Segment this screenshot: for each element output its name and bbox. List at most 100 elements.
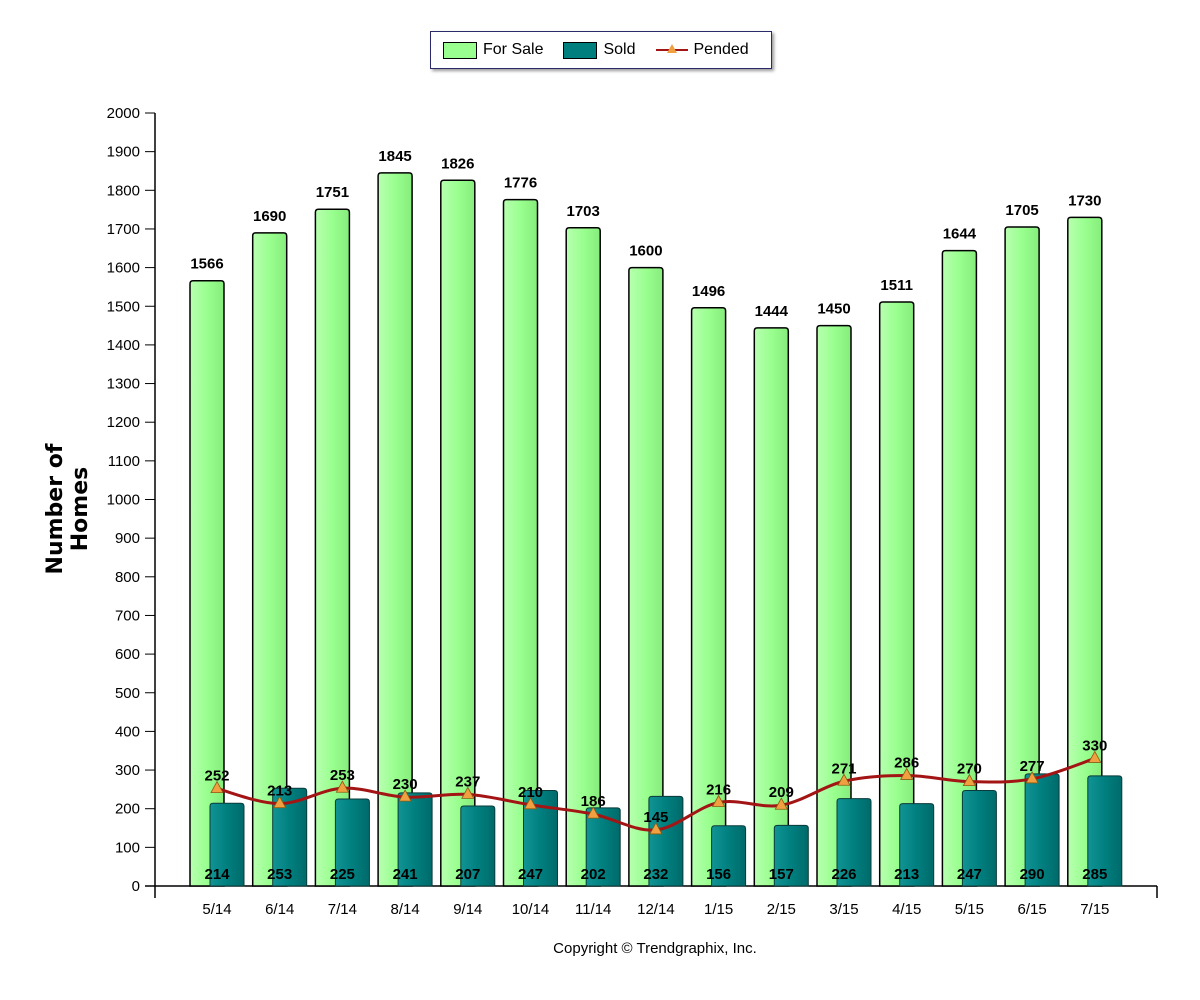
for-sale-labels: 1566 1690 1751 1845 1826 1776 1703 1600 1496 1444… (190, 148, 1101, 320)
for-sale-value-label: 1450 (817, 301, 850, 318)
sold-bar (1024, 773, 1060, 887)
for-sale-value-label: 1566 (190, 256, 223, 273)
sold-value-label: 225 (330, 866, 355, 883)
y-tick-label: 1800 (107, 182, 140, 199)
legend-item-sold: Sold (563, 41, 636, 59)
legend-label-sold: Sold (603, 41, 636, 58)
pended-value-label: 271 (831, 760, 856, 777)
pended-value-label: 186 (581, 793, 606, 810)
y-tick-label: 1400 (107, 337, 140, 354)
sold-value-label: 290 (1020, 866, 1045, 883)
x-tick-label: 8/14 (390, 901, 419, 918)
sold-value-label: 285 (1082, 866, 1107, 883)
legend-label-for-sale: For Sale (483, 41, 544, 58)
pended-marker (774, 797, 788, 810)
pended-marker (210, 780, 224, 794)
pended-value-label: 253 (330, 767, 355, 784)
y-tick-label: 900 (115, 530, 140, 547)
pended-marker (586, 806, 600, 819)
for-sale-value-label: 1644 (943, 226, 977, 243)
pended-labels: 252 213 253 230 237 210 186 145 216 209 271 286 270 2… (204, 737, 1107, 826)
axes: 0 100 200 300 400 500 600 700 800 900 1000 1100 1200… (107, 105, 1158, 898)
sold-value-label: 241 (393, 866, 418, 883)
sold-swatch (563, 41, 598, 59)
pended-value-label: 330 (1082, 737, 1107, 754)
for-sale-bar (565, 227, 601, 887)
pended-value-label: 213 (267, 783, 292, 800)
y-tick-label: 2000 (107, 105, 140, 122)
pended-marker (837, 773, 851, 786)
sold-bar (836, 798, 872, 887)
x-tick-label: 10/14 (512, 901, 550, 918)
for-sale-value-label: 1826 (441, 155, 474, 172)
for-sale-value-label: 1703 (567, 203, 600, 220)
y-tick-label: 1300 (107, 376, 140, 393)
sold-value-label: 232 (643, 866, 668, 883)
pended-marker (1025, 771, 1039, 784)
for-sale-bar (189, 279, 225, 887)
for-sale-bar (628, 266, 664, 887)
for-sale-bar (502, 198, 539, 887)
sold-value-label: 253 (267, 866, 292, 883)
pended-marker (649, 822, 663, 835)
x-tick-labels: 5/14 6/14 7/14 8/14 9/14 10/14 11/14 12/14 1/15 2… (202, 901, 1109, 918)
sold-bar (648, 795, 684, 887)
sold-bar (961, 790, 997, 887)
pended-value-label: 277 (1020, 758, 1045, 775)
for-sale-bar (816, 324, 852, 887)
y-tick-label: 1200 (107, 414, 140, 431)
for-sale-value-label: 1705 (1005, 202, 1038, 219)
legend-label-pended: Pended (693, 41, 749, 58)
sold-value-label: 202 (581, 866, 606, 883)
sold-bar (585, 807, 621, 887)
pended-value-label: 270 (957, 761, 982, 778)
for-sale-bars (189, 172, 1103, 887)
y-tick-label: 800 (115, 569, 140, 586)
pended-marker (335, 780, 350, 793)
x-tick-label: 9/14 (453, 901, 482, 918)
x-tick-label: 5/15 (955, 901, 984, 918)
sold-value-label: 247 (518, 866, 543, 883)
y-tick-label: 1700 (107, 221, 140, 238)
y-tick-label: 1000 (107, 492, 140, 509)
legend-item-for-sale: For Sale (443, 41, 543, 59)
x-tick-label: 6/15 (1017, 901, 1046, 918)
pended-value-label: 252 (204, 768, 229, 785)
for-sale-bar (377, 172, 413, 887)
pended-marker (461, 786, 475, 799)
pended-value-label: 237 (455, 773, 480, 790)
sold-value-label: 214 (204, 866, 230, 883)
pended-marker (398, 789, 412, 802)
x-tick-label: 4/15 (892, 901, 921, 918)
sold-bar (711, 825, 747, 887)
for-sale-value-label: 1496 (692, 283, 725, 300)
pended-line-swatch (655, 42, 688, 58)
y-tick-label: 100 (115, 839, 140, 856)
x-tick-label: 12/14 (637, 901, 675, 918)
pended-value-label: 286 (894, 754, 919, 771)
for-sale-bar (440, 179, 476, 887)
for-sale-value-label: 1600 (629, 243, 662, 260)
sold-value-label: 157 (769, 866, 794, 883)
y-tick-label: 1900 (107, 144, 140, 161)
pended-marker (273, 795, 287, 809)
sold-bar (899, 803, 935, 887)
pended-value-label: 209 (769, 784, 794, 801)
pended-value-label: 210 (518, 784, 543, 801)
sold-bar (1087, 775, 1123, 887)
sold-bar (773, 824, 809, 887)
for-sale-bar (753, 327, 790, 887)
legend: For Sale Sold Pended (430, 31, 772, 69)
x-tick-label: 6/14 (265, 901, 294, 918)
for-sale-value-label: 1776 (504, 175, 537, 192)
for-sale-bar (878, 301, 915, 887)
for-sale-bar (690, 307, 727, 887)
sold-bar (272, 787, 308, 887)
sold-bar (523, 790, 558, 887)
for-sale-bar (941, 249, 978, 887)
y-tick-label: 200 (115, 801, 140, 818)
sold-value-label: 226 (831, 866, 856, 883)
for-sale-bar (251, 232, 288, 887)
y-tick-label: 300 (115, 762, 140, 779)
x-tick-label: 7/15 (1080, 901, 1109, 918)
